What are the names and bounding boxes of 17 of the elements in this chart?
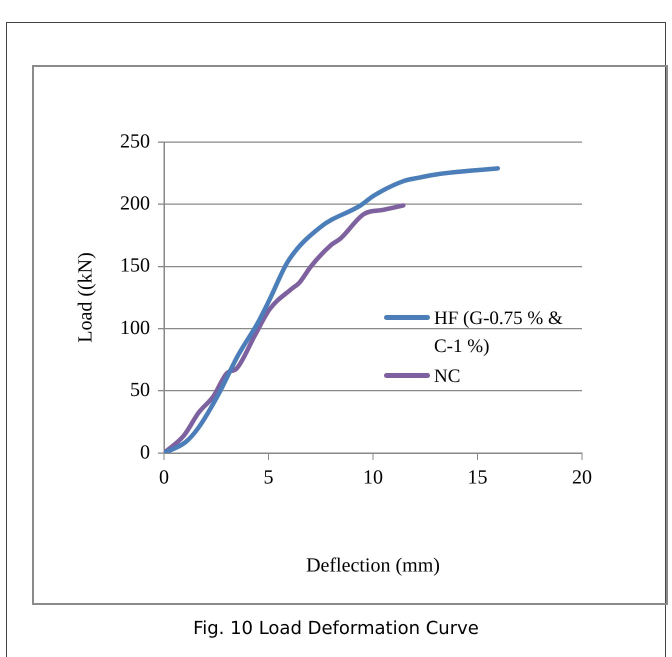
y-tick-label: 0 [140, 441, 150, 464]
y-axis-title: Load ((kN) [74, 252, 96, 343]
x-tick-label: 10 [363, 466, 383, 488]
y-tick-label: 150 [120, 254, 150, 277]
x-tick-label: 20 [572, 466, 592, 488]
y-tick-label: 100 [120, 316, 150, 339]
x-tick-label: 5 [264, 466, 274, 488]
y-tick-label: 200 [120, 192, 150, 214]
x-tick-label: 0 [159, 466, 169, 488]
legend-label: NC [434, 365, 462, 389]
line-series [164, 203, 406, 453]
legend-label: HF (G-0.75 % & C-1 %) [434, 307, 564, 359]
x-tick-label: 15 [468, 466, 488, 488]
y-tick-label: 50 [130, 379, 150, 402]
caption: Fig. 10 Load Deformation Curve [192, 618, 480, 639]
x-axis-title: Deflection (mm) [306, 554, 440, 576]
y-tick-label: 250 [120, 130, 150, 152]
